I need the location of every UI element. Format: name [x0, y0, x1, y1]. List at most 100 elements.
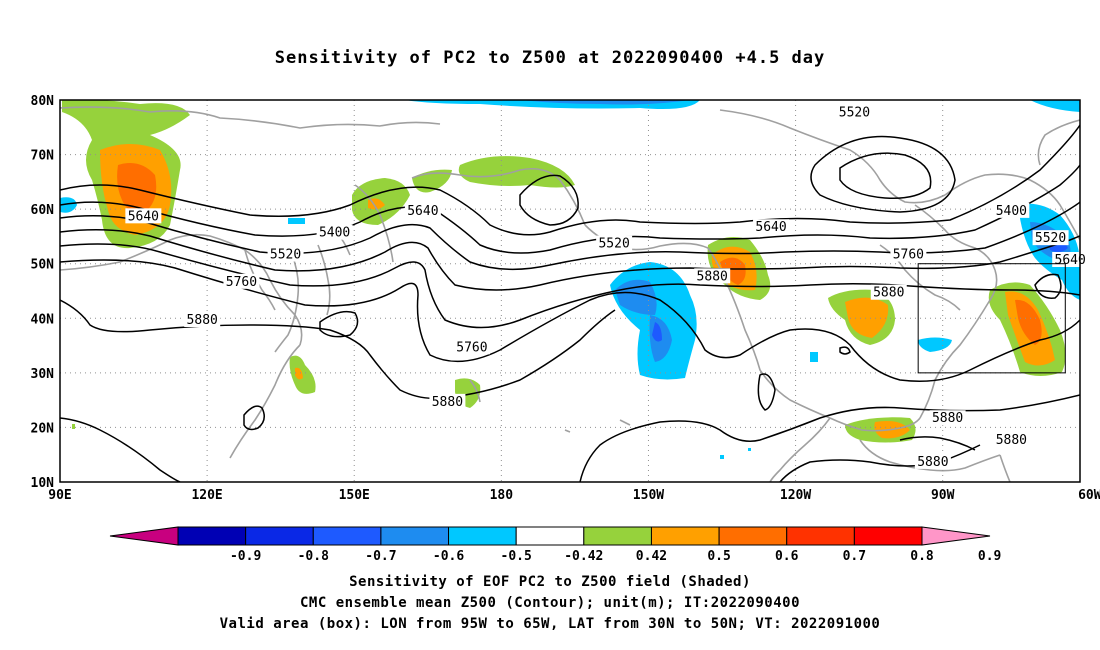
colorbar-label: -0.9: [230, 549, 261, 564]
colorbar-labels: -0.9 -0.8 -0.7 -0.6 -0.5 -0.42 0.42 0.5 0.6 0.7 0.…: [230, 549, 1001, 564]
contour-label: 5400: [996, 204, 1027, 219]
shade-positive-atlantic-r: [1015, 299, 1042, 345]
shade-negative-siberia: [60, 197, 77, 213]
colorbar-segment: [245, 526, 314, 546]
colorbar-label: -0.6: [433, 549, 464, 564]
contour-label-bg: [453, 339, 490, 355]
shade-positive-siberia-red: [117, 162, 157, 213]
contour-label: 5520: [270, 248, 301, 263]
longitude-labels: 90E 120E 150E 180 150W 120W 90W 60W: [48, 488, 1100, 503]
contour-label: 5880: [917, 455, 948, 470]
z500-contours: [60, 124, 1080, 482]
contour-label-bg: [404, 202, 441, 218]
colorbar-segment: [448, 526, 517, 546]
colorbar-segment: [650, 526, 720, 546]
colorbar-segment: [177, 526, 247, 546]
shade-positive-pacific-a-o: [295, 367, 303, 380]
contour-label: 5640: [755, 220, 786, 235]
contour-label-bg: [929, 410, 966, 426]
longitude-label: 180: [490, 488, 514, 503]
colorbar-label: 0.5: [707, 549, 730, 564]
contour-label: 5520: [1035, 231, 1066, 246]
latitude-label: 50N: [31, 258, 55, 273]
valid-area-box: [917, 263, 1066, 374]
contour-label: 5520: [598, 237, 629, 252]
shade-negative-top-inner: [520, 100, 690, 105]
colorbar-label: 0.9: [978, 549, 1001, 564]
shade-negative-small: [288, 218, 305, 224]
colorbar-label: -0.42: [564, 549, 603, 564]
shade-negative-us-east: [918, 337, 952, 352]
contour-label: 5880: [996, 433, 1027, 448]
contour-label: 5880: [932, 411, 963, 426]
contour-labels: 5520 5640 5400 5640 5520 5760 5880 5520 5640 5760…: [125, 104, 1089, 470]
latitude-labels: 80N 70N 60N 50N 40N 30N 20N 10N: [31, 94, 55, 491]
longitude-label: 90W: [931, 488, 955, 503]
colorbar-label: -0.5: [501, 549, 532, 564]
latitude-label: 70N: [31, 149, 55, 164]
map-title: Sensitivity of PC2 to Z500 at 2022090400…: [274, 48, 826, 68]
contour-label: 5760: [456, 340, 487, 355]
lat-lon-grid: [60, 100, 1080, 482]
contour-label: 5760: [893, 248, 924, 263]
caption-line-3: Valid area (box): LON from 95W to 65W, L…: [219, 616, 881, 632]
colorbar-label: 0.6: [775, 549, 799, 564]
contour-label: 5640: [407, 204, 438, 219]
shade-positive-canada-r: [720, 257, 746, 285]
map-frame: [59, 99, 1081, 483]
longitude-label: 150E: [339, 488, 370, 503]
contour-label-bg: [914, 453, 951, 469]
colorbar-segment: [380, 526, 450, 546]
contour-label-bg: [267, 246, 304, 262]
colorbar-low-triangle: [109, 526, 179, 546]
caption-line-1: Sensitivity of EOF PC2 to Z500 field (Sh…: [349, 574, 751, 590]
latitude-label: 60N: [31, 203, 55, 218]
colorbar-segment: [583, 526, 652, 546]
colorbar-segment: [718, 526, 788, 546]
contour-label-bg: [1032, 230, 1069, 246]
colorbar: [109, 526, 991, 546]
contour-label: 5520: [839, 106, 870, 121]
colorbar-label: 0.7: [843, 549, 866, 564]
colorbar-label: -0.7: [365, 549, 396, 564]
latitude-label: 40N: [31, 312, 55, 327]
coastlines: [60, 106, 1080, 482]
colorbar-label: 0.42: [636, 549, 667, 564]
contour-label-bg: [890, 246, 927, 262]
contour-label: 5640: [1055, 253, 1086, 268]
contour-label-bg: [125, 208, 162, 224]
longitude-label: 60W: [1078, 488, 1100, 503]
contour-label: 5640: [128, 209, 159, 224]
longitude-label: 150W: [633, 488, 664, 503]
contour-label-bg: [184, 312, 221, 328]
colorbar-label: 0.8: [910, 549, 934, 564]
contour-label: 5880: [187, 313, 218, 328]
colorbar-high-triangle: [921, 526, 991, 546]
contour-label-bg: [429, 393, 466, 409]
contour-label: 5880: [432, 395, 463, 410]
latitude-label: 80N: [31, 94, 55, 109]
contour-label-bg: [836, 104, 873, 120]
colorbar-segment: [312, 526, 382, 546]
longitude-label: 90E: [48, 488, 71, 503]
colorbar-segment: [515, 526, 585, 546]
caption: Sensitivity of EOF PC2 to Z500 field (Sh…: [0, 572, 1100, 635]
contour-label: 5880: [697, 269, 728, 284]
colorbar-segment: [853, 526, 923, 546]
contour-label-bg: [596, 235, 633, 251]
latitude-label: 10N: [31, 476, 55, 491]
contour-label: 5880: [873, 286, 904, 301]
shade-negative-topright: [1030, 100, 1080, 112]
shade-negative-us-small: [810, 352, 818, 362]
latitude-label: 20N: [31, 421, 55, 436]
contour-label-bg: [694, 268, 731, 284]
contour-label-bg: [870, 284, 907, 300]
caption-line-2: CMC ensemble mean Z500 (Contour); unit(m…: [299, 595, 800, 611]
contour-label-bg: [223, 273, 260, 289]
shade-negative-gulf-dark: [652, 322, 662, 342]
contour-label-bg: [993, 432, 1030, 448]
contour-label: 5400: [319, 226, 350, 241]
colorbar-segment: [786, 526, 855, 546]
longitude-label: 120W: [780, 488, 811, 503]
